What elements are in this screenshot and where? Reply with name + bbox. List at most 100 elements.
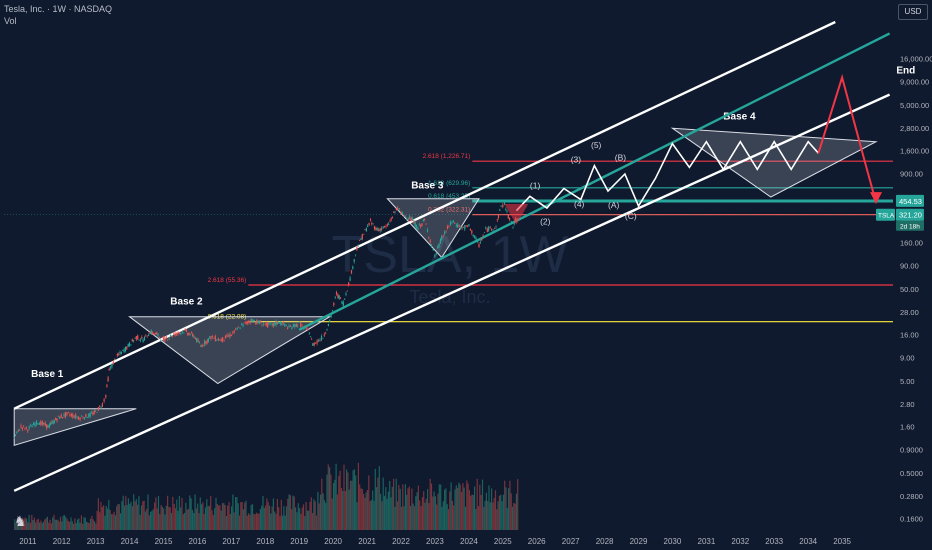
- volume-bar: [139, 514, 141, 530]
- volume-bar: [231, 506, 233, 530]
- volume-bar: [130, 501, 132, 530]
- price-candle: [292, 323, 294, 328]
- countdown-tag-box: [896, 220, 924, 231]
- volume-bar: [276, 499, 278, 530]
- wave-label: (4): [574, 199, 585, 209]
- volume-bar: [163, 508, 165, 530]
- price-candle: [83, 417, 86, 419]
- price-candle: [93, 410, 95, 414]
- price-candle: [422, 219, 424, 222]
- volume-bar: [348, 489, 350, 530]
- price-candle: [397, 207, 399, 210]
- volume-bar: [164, 514, 166, 530]
- volume-bar: [87, 522, 89, 530]
- volume-bar: [441, 506, 443, 530]
- price-candle: [507, 214, 509, 219]
- volume-bar: [123, 505, 126, 530]
- price-candle: [316, 340, 318, 344]
- price-candle: [264, 323, 266, 325]
- volume-bar: [52, 517, 54, 530]
- volume-bar: [35, 522, 37, 530]
- volume-bar: [336, 494, 338, 530]
- volume-bar: [32, 520, 34, 530]
- volume-bar: [305, 502, 307, 530]
- x-tick-label: 2013: [87, 537, 105, 546]
- currency-button[interactable]: USD: [898, 4, 928, 20]
- volume-bar: [402, 484, 404, 530]
- price-candle: [20, 425, 22, 427]
- volume-bar: [326, 474, 328, 530]
- price-candle: [115, 358, 117, 360]
- volume-bar: [399, 488, 401, 530]
- volume-bar: [218, 505, 220, 530]
- volume-bar: [138, 496, 140, 530]
- volume-bar: [489, 502, 491, 530]
- volume-bar: [295, 507, 297, 530]
- price-candle: [496, 219, 498, 221]
- volume-bar: [105, 505, 107, 530]
- volume-bar: [201, 504, 203, 530]
- volume-bar: [127, 498, 129, 530]
- fib-level-label: 2.618 (55.36): [208, 277, 247, 284]
- volume-bar: [389, 481, 391, 530]
- price-candle: [183, 332, 185, 334]
- price-candle: [78, 417, 80, 420]
- price-candle: [379, 228, 381, 231]
- volume-bar: [436, 504, 438, 530]
- volume-bar: [40, 520, 42, 530]
- volume-bar: [347, 472, 349, 530]
- volume-bar: [339, 470, 341, 530]
- volume-bar: [451, 500, 453, 530]
- price-candle: [340, 297, 342, 299]
- volume-bar: [369, 501, 371, 530]
- volume-bar: [117, 503, 119, 530]
- volume-bar: [275, 513, 277, 530]
- price-candle: [345, 293, 347, 295]
- volume-bar: [355, 475, 357, 530]
- price-candle: [243, 322, 245, 324]
- price-candle: [398, 208, 400, 209]
- price-candle: [349, 277, 351, 281]
- base-triangle: [13, 408, 137, 446]
- price-candle: [59, 416, 61, 419]
- volume-bar: [292, 495, 294, 530]
- volume-bar: [206, 499, 208, 530]
- volume-bar: [429, 478, 431, 530]
- volume-bar: [193, 513, 195, 530]
- volume-bar: [421, 497, 423, 530]
- price-candle: [500, 205, 502, 207]
- volume-bar: [122, 495, 124, 530]
- price-candle: [158, 337, 160, 338]
- price-candle: [342, 302, 344, 306]
- price-candle: [300, 322, 302, 328]
- volume-bar: [53, 514, 55, 530]
- volume-bar: [373, 500, 375, 530]
- volume-bar: [86, 521, 88, 530]
- price-candle: [492, 229, 494, 231]
- price-candle: [143, 337, 146, 341]
- price-candle: [248, 321, 250, 323]
- volume-bar: [88, 523, 90, 530]
- price-candle: [251, 318, 253, 322]
- price-candle: [232, 332, 234, 333]
- price-candle: [439, 239, 441, 244]
- price-candle: [260, 321, 262, 324]
- price-candle: [19, 430, 21, 431]
- x-tick-label: 2012: [53, 537, 71, 546]
- price-candle: [185, 329, 187, 332]
- price-candle: [373, 226, 376, 229]
- price-candle: [86, 417, 88, 419]
- base-triangle: [670, 127, 878, 198]
- price-candle: [394, 211, 396, 213]
- price-candle: [411, 218, 414, 221]
- price-candle: [426, 229, 429, 232]
- price-candle: [189, 334, 191, 336]
- price-candle: [483, 232, 486, 233]
- price-candle: [274, 323, 276, 325]
- volume-bar: [266, 498, 268, 530]
- volume-bar: [344, 490, 346, 530]
- price-candle: [69, 414, 71, 416]
- price-candle: [437, 246, 439, 249]
- volume-bar: [387, 491, 389, 530]
